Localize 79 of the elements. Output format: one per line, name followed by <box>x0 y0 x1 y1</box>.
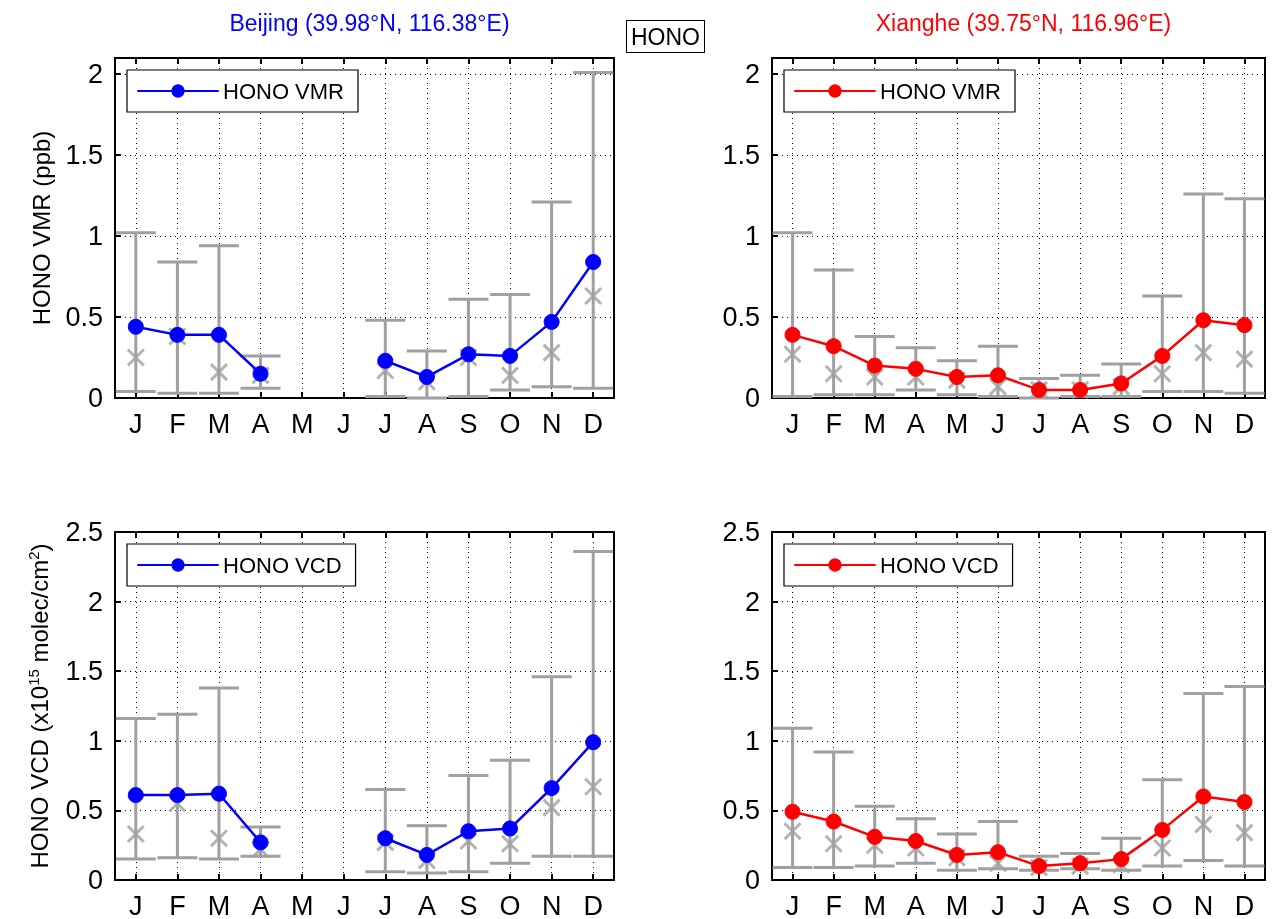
x-tick-label: A <box>906 890 925 919</box>
y-tick-label: 1.5 <box>65 140 103 171</box>
x-tick-label: O <box>499 890 521 919</box>
x-tick-label: J <box>1032 408 1046 439</box>
x-tick-label: M <box>290 408 314 439</box>
chart-title: Xianghe (39.75°N, 116.96°E) <box>875 9 1172 36</box>
x-tick-label: J <box>129 890 143 919</box>
x-tick-label: D <box>583 408 603 439</box>
x-tick-label: S <box>1112 408 1131 439</box>
x-tick-label: F <box>825 890 842 919</box>
y-axis-title: HONO VMR (ppb) <box>27 130 55 326</box>
x-tick-label: J <box>785 408 800 439</box>
x-tick-label: J <box>336 408 351 439</box>
y-tick-label: 0.5 <box>722 302 760 333</box>
x-tick-label: O <box>499 408 521 439</box>
legend-label: HONO VCD <box>880 552 999 578</box>
x-tick-label: D <box>583 890 603 919</box>
chart-title: Beijing (39.98°N, 116.38°E) <box>229 9 510 36</box>
y-tick-label: 2 <box>744 586 760 617</box>
x-tick-label: S <box>1112 890 1131 919</box>
x-tick-label: A <box>251 890 270 919</box>
y-tick-label: 1.5 <box>722 656 760 687</box>
x-tick-label: M <box>945 890 969 919</box>
y-tick-label: 2.5 <box>722 517 760 547</box>
legend-label: HONO VMR <box>880 78 1001 104</box>
y-tick-label: 2.5 <box>65 517 103 547</box>
x-tick-label: O <box>1151 408 1173 439</box>
x-tick-label: A <box>906 408 925 439</box>
y-tick-label: 1.5 <box>722 140 760 171</box>
x-tick-label: S <box>459 408 478 439</box>
x-tick-label: J <box>1032 890 1046 919</box>
y-tick-label: 2 <box>87 59 103 90</box>
y-axis-title: HONO VCD (x1015 molec/cm2) <box>25 543 53 869</box>
text: HONO <box>631 23 700 50</box>
x-tick-label: M <box>207 408 231 439</box>
x-tick-label: J <box>129 408 143 439</box>
x-tick-label: N <box>541 408 562 439</box>
x-tick-label: J <box>378 408 393 439</box>
x-tick-label: J <box>378 890 393 919</box>
y-tick-label: 2 <box>87 586 103 617</box>
x-tick-label: M <box>863 890 886 919</box>
x-tick-label: D <box>1234 408 1255 439</box>
x-tick-label: N <box>1193 890 1214 919</box>
y-tick-label: 1 <box>744 725 760 756</box>
x-tick-label: F <box>825 408 842 439</box>
y-tick-label: 0.5 <box>722 795 760 826</box>
x-tick-label: D <box>1234 890 1255 919</box>
legend-label: HONO VMR <box>223 78 344 104</box>
y-tick-label: 0 <box>87 383 103 413</box>
x-tick-label: O <box>1151 890 1173 919</box>
x-tick-label: F <box>169 890 186 919</box>
x-tick-label: A <box>251 408 270 439</box>
y-tick-label: 0.5 <box>65 795 103 826</box>
x-tick-label: M <box>207 890 231 919</box>
y-tick-label: 1 <box>87 725 103 756</box>
x-tick-label: M <box>290 890 314 919</box>
y-tick-label: 1.5 <box>65 656 103 687</box>
x-tick-label: A <box>1071 408 1090 439</box>
x-tick-label: N <box>541 890 562 919</box>
x-tick-label: S <box>459 890 478 919</box>
y-tick-label: 1 <box>744 221 760 252</box>
x-tick-label: M <box>945 408 969 439</box>
x-tick-label: J <box>991 890 1005 919</box>
legend-label: HONO VCD <box>223 552 342 578</box>
y-tick-label: 0.5 <box>65 302 103 333</box>
x-tick-label: J <box>991 408 1005 439</box>
y-tick-label: 0 <box>744 865 760 895</box>
y-tick-label: 0 <box>744 383 760 413</box>
y-tick-label: 1 <box>87 221 103 252</box>
x-tick-label: F <box>169 408 186 439</box>
y-tick-label: 2 <box>744 59 760 90</box>
x-tick-label: J <box>785 890 800 919</box>
x-tick-label: A <box>1071 890 1090 919</box>
x-tick-label: N <box>1193 408 1214 439</box>
x-tick-label: A <box>417 890 436 919</box>
y-tick-label: 0 <box>87 865 103 895</box>
x-tick-label: M <box>863 408 886 439</box>
x-tick-label: A <box>417 408 436 439</box>
x-tick-label: J <box>336 890 351 919</box>
